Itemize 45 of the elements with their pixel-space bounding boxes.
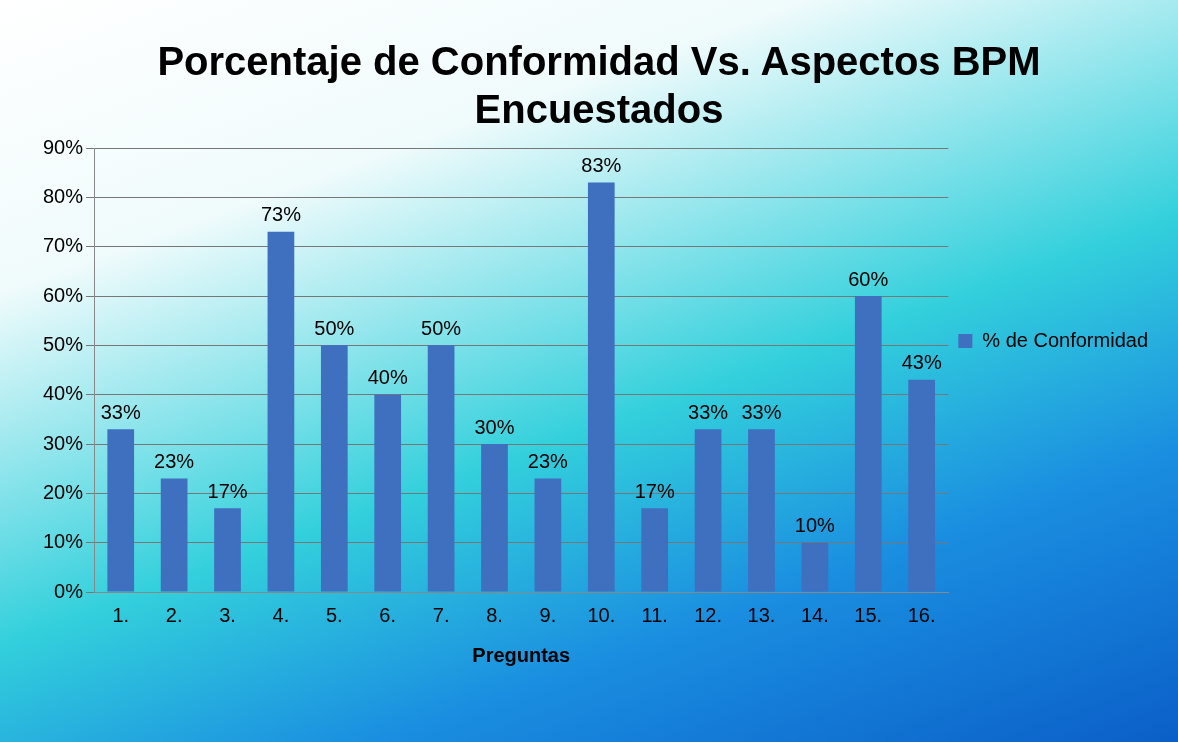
legend-label: % de Conformidad [982,328,1149,351]
data-label: 43% [901,351,942,374]
y-tick-label: 80% [43,184,84,207]
y-tick-label: 40% [43,382,84,405]
data-label: 30% [474,415,515,438]
chart-title: Porcentaje de Conformidad Vs. Aspectos BPM Encuestados [157,39,1041,132]
x-tick-label: 13. [747,603,776,626]
y-tick-label: 0% [54,579,84,602]
y-tick-label: 90% [43,135,84,158]
data-label: 40% [367,366,408,389]
x-tick-label: 6. [379,603,397,626]
x-tick-label: 16. [907,603,936,626]
x-tick-label: 3. [219,603,236,626]
data-label: 23% [527,450,569,473]
y-tick-label: 20% [43,480,84,503]
y-tick-label: 10% [43,530,84,553]
x-tick-label: 15. [854,603,883,626]
x-tick-label: 12. [694,603,722,626]
x-tick-label: 7. [432,603,450,626]
data-label: 83% [581,154,622,177]
y-tick-label: 50% [43,332,84,355]
data-label: 33% [688,400,729,423]
x-tick-label: 14. [800,603,829,626]
data-label: 10% [794,514,836,537]
x-tick-label: 4. [272,603,290,626]
data-label: 33% [100,400,141,423]
data-label: 23% [154,450,195,473]
x-axis-title: Preguntas [472,643,571,666]
data-label: 60% [848,267,889,290]
x-tick-label: 5. [325,603,343,626]
data-label: 33% [741,400,782,423]
x-tick-label: 9. [539,603,557,626]
data-label: 50% [421,316,462,339]
x-tick-label: 10. [587,603,616,626]
data-label: 17% [207,479,248,502]
y-tick-label: 70% [43,234,84,257]
y-tick-label: 30% [43,431,84,454]
y-tick-label: 60% [43,283,84,306]
data-label: 73% [260,203,302,226]
data-label: 17% [634,479,675,502]
x-tick-label: 1. [112,603,130,626]
data-label: 50% [314,316,355,339]
x-tick-label: 8. [486,603,503,626]
x-tick-label: 2. [165,603,183,626]
x-tick-label: 11. [641,603,668,626]
